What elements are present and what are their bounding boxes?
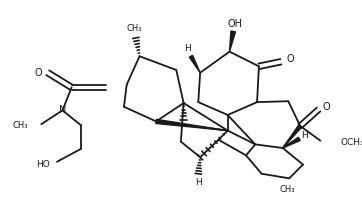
Text: OCH₃: OCH₃ (341, 138, 362, 147)
Text: O: O (35, 68, 42, 78)
Text: N: N (59, 105, 66, 115)
Text: CH₃: CH₃ (13, 122, 29, 130)
Text: O: O (286, 54, 294, 64)
Text: H: H (184, 44, 191, 53)
Text: OH: OH (228, 19, 243, 29)
Polygon shape (230, 31, 235, 52)
Polygon shape (156, 119, 228, 131)
Text: CH₃: CH₃ (126, 24, 142, 33)
Text: CH₃: CH₃ (279, 185, 295, 194)
Text: O: O (322, 102, 330, 112)
Text: HO: HO (36, 160, 50, 169)
Polygon shape (189, 55, 200, 73)
Polygon shape (283, 137, 300, 148)
Polygon shape (283, 125, 302, 148)
Text: H: H (195, 177, 202, 187)
Text: H: H (302, 131, 308, 140)
